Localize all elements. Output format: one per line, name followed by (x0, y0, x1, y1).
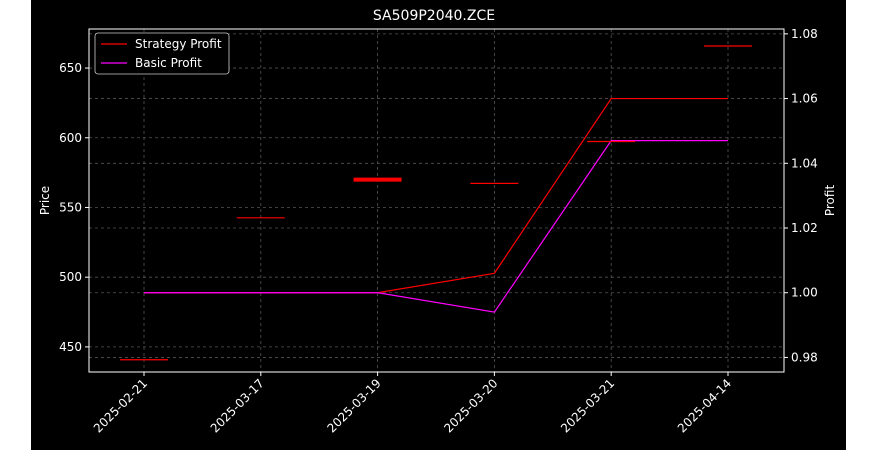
y-tick-label-right: 1.08 (791, 27, 818, 41)
y-axis-label-right: Profit (823, 185, 837, 217)
y-tick-label-right: 0.98 (791, 350, 818, 364)
y-tick-label-right: 1.04 (791, 156, 818, 170)
series-line (144, 97, 728, 294)
series-line (144, 140, 728, 313)
x-tick-label: 2025-02-21 (91, 376, 150, 435)
y-tick-label-left: 500 (59, 270, 82, 284)
price-markers (120, 45, 752, 361)
x-tick-label: 2025-04-14 (675, 376, 734, 435)
legend: Strategy Profit Basic Profit (94, 32, 230, 75)
x-tick-label: 2025-03-20 (441, 376, 500, 435)
y-tick-label-left: 450 (59, 340, 82, 354)
x-tick-label: 2025-03-21 (558, 376, 617, 435)
y-tick-label-right: 1.02 (791, 221, 818, 235)
legend-label: Strategy Profit (135, 37, 222, 51)
y-tick-label-right: 1.06 (791, 92, 818, 106)
legend-box (94, 32, 230, 75)
y-tick-label-right: 1.00 (791, 286, 818, 300)
x-tick-label: 2025-03-19 (325, 376, 384, 435)
y-tick-label-left: 550 (59, 200, 82, 214)
y-tick-label-left: 650 (59, 61, 82, 75)
chart-title: SA509P2040.ZCE (373, 8, 495, 24)
axes: 450 500 550 600 650 0.98 1.00 1.02 1.04 1.06 1.08 2… (59, 27, 818, 436)
y-axis-label-left: Price (38, 186, 52, 215)
legend-label: Basic Profit (135, 56, 202, 70)
x-tick-label: 2025-03-17 (208, 376, 267, 435)
plot-frame (88, 28, 785, 373)
chart-svg: SA509P2040.ZCE 450 500 550 600 650 0.98 1.00 1.… (38, 8, 837, 436)
chart-figure: SA509P2040.ZCE 450 500 550 600 650 0.98 1.00 1.… (31, 0, 846, 450)
grid (89, 29, 784, 372)
series-lines (144, 97, 728, 313)
y-tick-label-left: 600 (59, 131, 82, 145)
